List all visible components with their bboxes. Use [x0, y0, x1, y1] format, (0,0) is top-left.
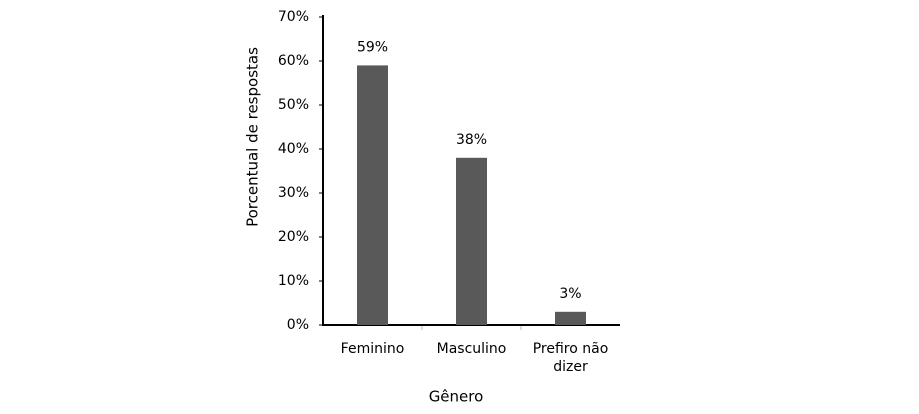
y-tick-label: 0%: [287, 317, 309, 333]
y-tick-label: 50%: [278, 97, 309, 113]
y-tick-label: 30%: [278, 185, 309, 201]
y-tick-label: 20%: [278, 229, 309, 245]
data-label: 3%: [559, 286, 581, 302]
y-tick-label: 70%: [278, 9, 309, 25]
x-tick-label: Feminino: [341, 341, 405, 357]
x-tick-label: Prefiro não dizer: [533, 341, 609, 375]
x-tick-label: Masculino: [437, 341, 507, 357]
y-axis-label: Porcentual de respostas: [244, 47, 262, 227]
y-tick-label: 40%: [278, 141, 309, 157]
bar: [456, 157, 487, 325]
x-axis-label: Gênero: [429, 388, 484, 406]
bar: [357, 65, 388, 326]
bar: [555, 311, 586, 325]
data-label: 38%: [456, 132, 487, 148]
y-tick-label: 10%: [278, 273, 309, 289]
y-tick-label: 60%: [278, 53, 309, 69]
data-label: 59%: [357, 39, 388, 55]
